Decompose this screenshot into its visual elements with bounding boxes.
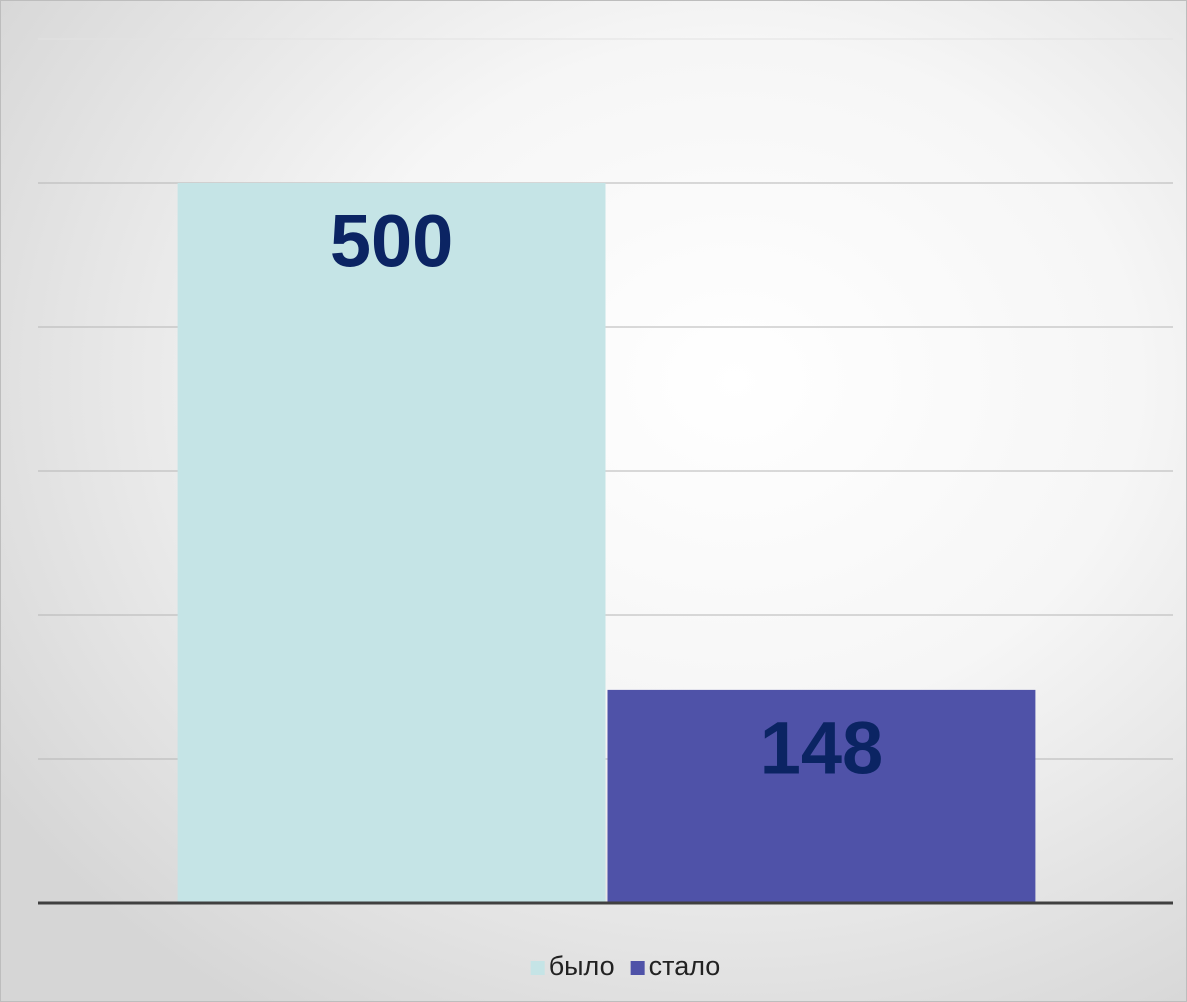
data-label: 148	[760, 706, 883, 789]
legend-label: было	[549, 951, 615, 981]
legend-swatch	[630, 961, 645, 975]
bar	[607, 689, 1036, 903]
legend-label: стало	[649, 951, 721, 981]
bar	[177, 183, 606, 903]
data-label: 500	[330, 200, 453, 283]
legend-swatch	[530, 961, 545, 975]
